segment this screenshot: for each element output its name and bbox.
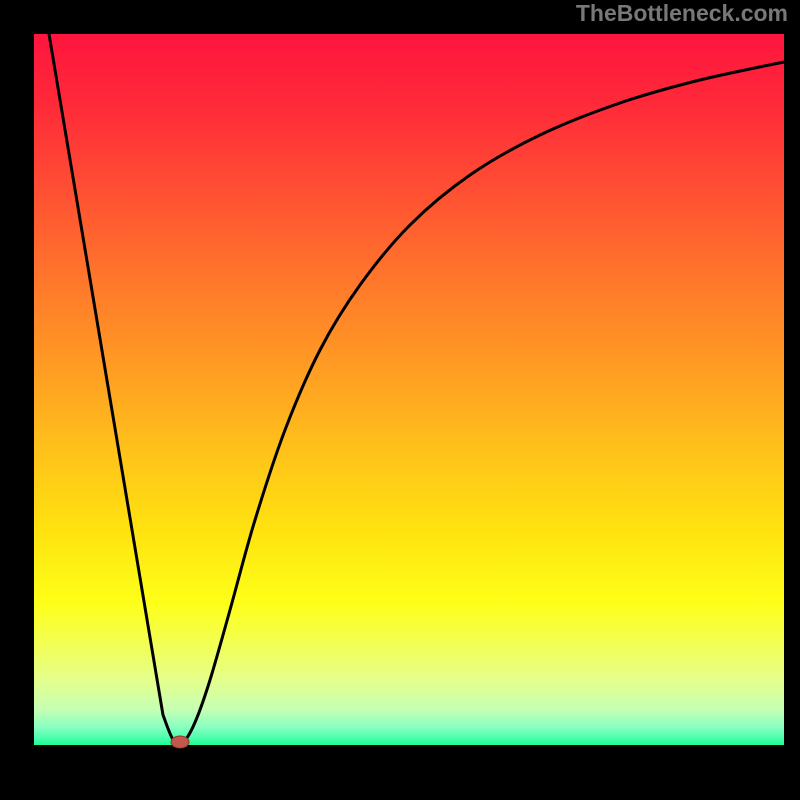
chart-plot-background bbox=[34, 34, 784, 745]
chart-svg bbox=[0, 0, 800, 800]
watermark-text: TheBottleneck.com bbox=[576, 0, 788, 27]
optimal-point-marker bbox=[171, 736, 189, 748]
bottleneck-chart: TheBottleneck.com bbox=[0, 0, 800, 800]
